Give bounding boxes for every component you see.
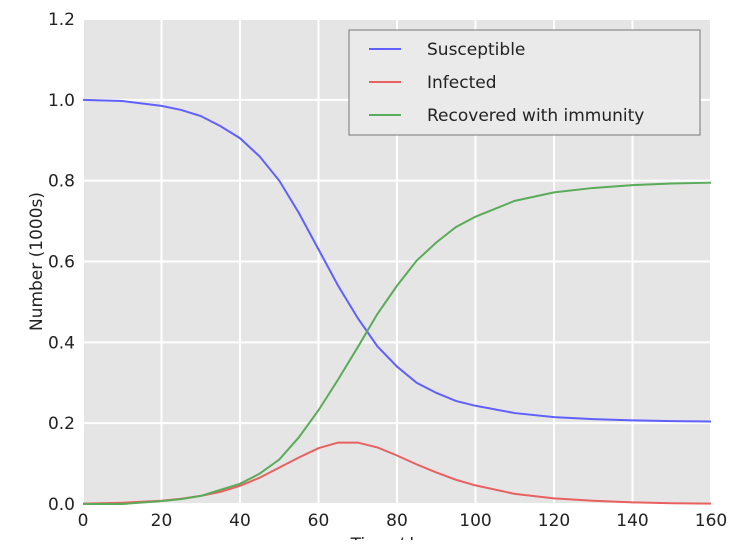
y-tick-label: 0.6 [48, 253, 75, 273]
legend: Susceptible Infected Recovered with immuni… [348, 29, 701, 136]
y-tick-label: 1.0 [48, 91, 75, 111]
legend-label: Recovered with immunity [427, 106, 644, 126]
x-tick-label: 0 [78, 511, 89, 531]
y-tick-label: 0.2 [48, 414, 75, 434]
legend-label: Infected [427, 73, 497, 93]
x-tick-label: 100 [459, 511, 491, 531]
legend-box [348, 29, 701, 136]
series-line [82, 98, 712, 423]
y-tick-label: 0.0 [48, 495, 75, 515]
series-line [83, 181, 712, 505]
x-axis-label: Time /days [350, 535, 444, 540]
y-tick-label: 0.8 [48, 172, 75, 192]
x-tick-label: 60 [308, 511, 330, 531]
x-tick-label: 20 [151, 511, 173, 531]
x-tick-label: 80 [386, 511, 408, 531]
y-tick-label: 0.4 [48, 333, 75, 353]
x-tick-label: 160 [695, 511, 727, 531]
x-tick-label: 40 [229, 511, 251, 531]
y-axis-label: Number (1000s) [27, 192, 47, 331]
legend-label: Susceptible [427, 40, 525, 60]
y-tick-label: 1.2 [48, 10, 75, 30]
x-tick-label: 120 [538, 511, 570, 531]
x-tick-label: 140 [616, 511, 648, 531]
